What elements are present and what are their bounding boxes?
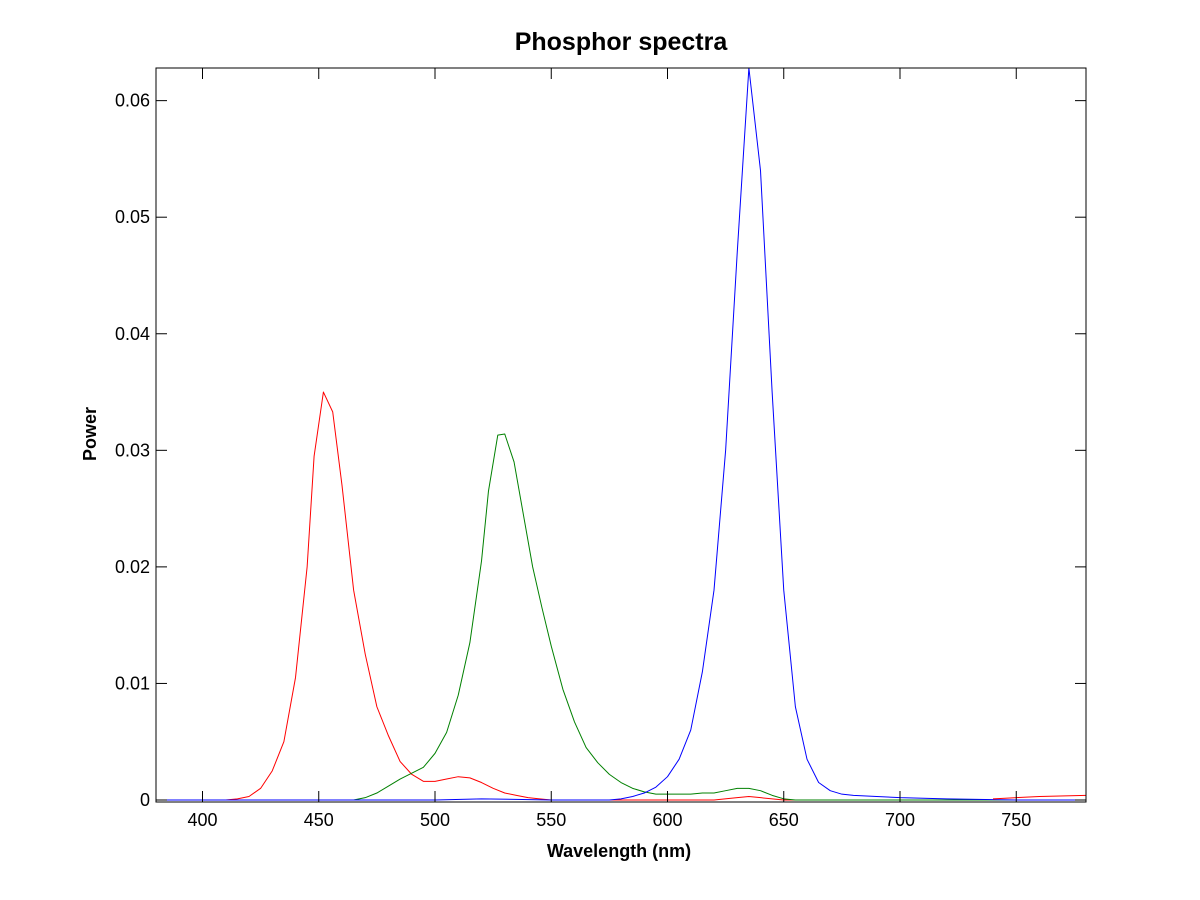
y-tick-label: 0.04: [115, 324, 150, 344]
x-axis-label: Wavelength (nm): [547, 841, 691, 861]
x-tick-label: 750: [1001, 810, 1031, 830]
y-tick-label: 0: [140, 790, 150, 810]
plot-frame: [155, 67, 1087, 803]
x-tick-label: 550: [536, 810, 566, 830]
x-tick-label: 450: [304, 810, 334, 830]
series-line-1: [156, 391, 1086, 801]
series-layer: [156, 68, 1086, 801]
chart-title: Phosphor spectra: [515, 28, 729, 56]
y-tick-label: 0.06: [115, 91, 150, 111]
x-tick-label: 400: [187, 810, 217, 830]
x-tick-label: 650: [769, 810, 799, 830]
series-line-2: [156, 433, 1086, 801]
x-tick-label: 600: [652, 810, 682, 830]
x-tick-label: 700: [885, 810, 915, 830]
y-tick-label: 0.05: [115, 207, 150, 227]
x-tick-label: 500: [420, 810, 450, 830]
series-line-4: [992, 794, 1086, 800]
y-tick-label: 0.02: [115, 557, 150, 577]
y-tick-label: 0.03: [115, 440, 150, 460]
y-tick-label: 0.01: [115, 673, 150, 693]
y-axis-label: Power: [80, 407, 100, 461]
ticks-layer: 400 450 500 550 600 650 700 750 0 0.01 0.02 0.03 0.0…: [115, 68, 1086, 830]
series-line-3: [156, 68, 1086, 801]
